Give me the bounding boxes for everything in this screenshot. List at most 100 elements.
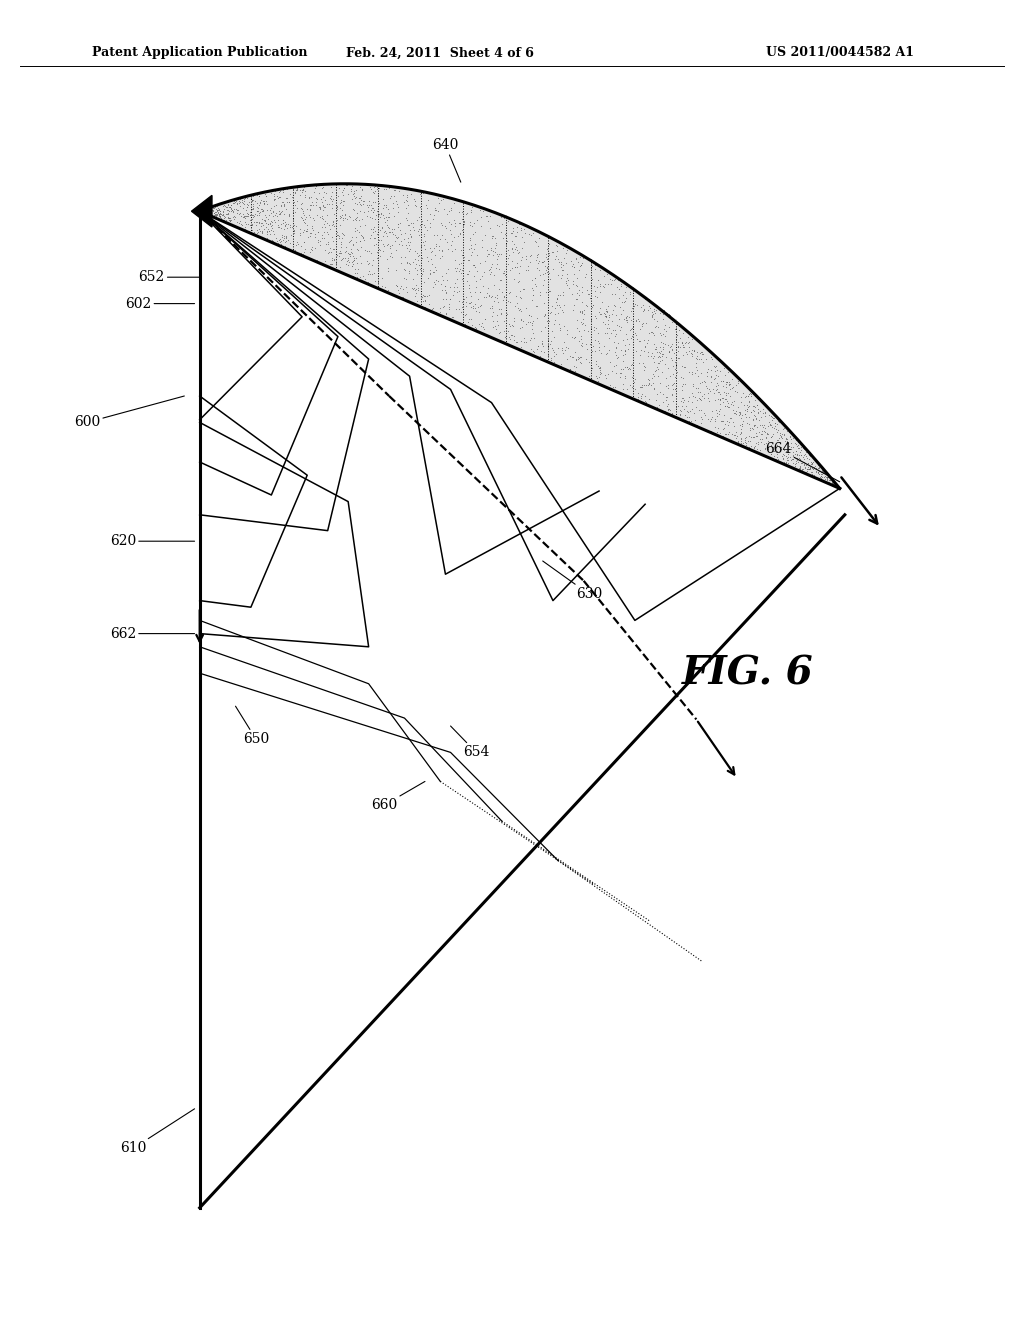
Point xyxy=(726,424,742,445)
Point xyxy=(532,345,549,366)
Point xyxy=(554,255,570,276)
Point xyxy=(468,271,484,292)
Point xyxy=(658,302,675,323)
Point xyxy=(473,315,489,337)
Point xyxy=(442,276,459,297)
Point xyxy=(767,412,783,433)
Point xyxy=(554,338,570,359)
Point xyxy=(441,293,458,314)
Point xyxy=(347,187,364,209)
Point xyxy=(392,277,409,298)
Point xyxy=(220,201,237,222)
Point xyxy=(769,421,785,442)
Point xyxy=(451,298,467,319)
Point xyxy=(344,226,360,247)
Point xyxy=(275,194,292,215)
Point xyxy=(428,234,444,255)
Point xyxy=(415,259,431,280)
Point xyxy=(667,342,683,363)
Point xyxy=(522,330,539,351)
Point xyxy=(713,352,729,374)
Point xyxy=(606,269,623,290)
Point xyxy=(772,411,788,432)
Point xyxy=(198,202,214,223)
Point xyxy=(480,260,497,281)
Point xyxy=(700,359,717,380)
Point xyxy=(699,366,716,387)
Point xyxy=(380,198,396,219)
Point xyxy=(564,347,581,368)
Point xyxy=(652,372,669,393)
Point xyxy=(529,335,546,356)
Point xyxy=(427,235,443,256)
Point xyxy=(412,195,428,216)
Point xyxy=(374,276,390,297)
Point xyxy=(624,327,640,348)
Point xyxy=(558,337,574,358)
Point xyxy=(358,240,375,261)
Point xyxy=(351,193,368,214)
Point xyxy=(655,309,672,330)
Point xyxy=(572,364,589,385)
Point xyxy=(616,366,633,387)
Point xyxy=(733,418,750,440)
Point xyxy=(321,193,337,214)
Point xyxy=(667,358,683,379)
Point xyxy=(524,284,541,305)
Point xyxy=(659,387,676,408)
Point xyxy=(325,231,341,252)
Point xyxy=(288,180,304,201)
Point xyxy=(668,396,684,417)
Point xyxy=(773,426,790,447)
Point xyxy=(460,312,476,333)
Point xyxy=(220,191,237,213)
Point xyxy=(444,240,461,261)
Point xyxy=(344,174,360,195)
Point xyxy=(737,428,754,449)
Point xyxy=(500,253,516,275)
Point xyxy=(791,437,807,458)
Point xyxy=(407,285,423,306)
Point xyxy=(513,219,529,240)
Point xyxy=(346,218,362,239)
Point xyxy=(732,403,749,424)
Point xyxy=(322,214,338,235)
Point xyxy=(733,392,750,413)
Point xyxy=(251,185,267,206)
Text: Patent Application Publication: Patent Application Publication xyxy=(92,46,307,59)
Text: 652: 652 xyxy=(138,271,200,284)
Point xyxy=(265,231,282,252)
Point xyxy=(679,407,695,428)
Point xyxy=(272,203,289,224)
Point xyxy=(780,436,797,457)
Point xyxy=(750,438,766,459)
Point xyxy=(584,297,600,318)
Point xyxy=(371,230,387,251)
Point xyxy=(389,216,406,238)
Point xyxy=(648,384,665,405)
Point xyxy=(465,297,481,318)
Point xyxy=(812,463,828,484)
Point xyxy=(632,376,648,397)
Point xyxy=(312,189,329,210)
Point xyxy=(742,401,759,422)
Point xyxy=(592,276,608,297)
Point xyxy=(472,281,488,302)
Point xyxy=(572,255,589,276)
Point xyxy=(203,202,219,223)
Point xyxy=(544,338,560,359)
Point xyxy=(438,304,455,325)
Point xyxy=(412,257,428,279)
Point xyxy=(442,198,459,219)
Point xyxy=(558,252,574,273)
Point xyxy=(633,387,649,408)
Point xyxy=(541,234,557,255)
Point xyxy=(219,194,236,215)
Point xyxy=(818,471,835,492)
Point xyxy=(727,424,743,445)
Point xyxy=(751,389,767,411)
Point xyxy=(605,294,622,315)
Point xyxy=(779,432,796,453)
Point xyxy=(463,309,479,330)
Point xyxy=(802,458,818,479)
